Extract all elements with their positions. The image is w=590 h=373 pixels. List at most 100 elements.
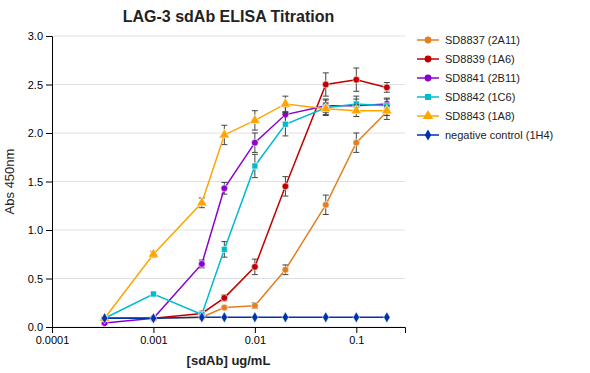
tick-mark [46,36,52,37]
marker [251,263,258,270]
axis-line [46,37,53,328]
marker [251,302,258,309]
y-tick: 2.0 [28,127,52,139]
y-tick: 0.5 [28,273,52,285]
marker [384,312,390,323]
marker [322,81,329,88]
tick-label: 2.5 [28,79,43,91]
error-bar [323,73,329,96]
tick-mark [255,327,256,333]
tick-label: 1.0 [28,224,43,236]
legend: SD8837 (2A11) SD8839 (1A6) SD8841 (2B11) SD… [417,34,553,141]
y-axis: 0.00.51.01.52.02.53.0 [28,30,53,333]
tick-label: 2.0 [28,127,43,139]
tick-label: 0.001 [140,334,168,346]
y-tick: 2.5 [28,79,52,91]
series-line [105,317,387,319]
legend-item: negative control (1H4) [417,129,553,141]
y-tick: 0.0 [28,321,52,333]
series-line [105,80,387,319]
chart: 0.00010.0010.010.10.00.51.01.52.02.53.0L… [0,0,590,373]
marker [221,304,228,311]
grid-line [52,84,405,85]
series-line [105,104,387,323]
legend-item: SD8837 (2A11) [417,34,520,46]
marker [221,295,228,302]
marker [351,105,362,114]
error-bar [384,83,390,93]
legend-label: SD8843 (1A8) [445,110,515,122]
legend-marker [425,75,432,82]
marker [150,291,156,297]
x-tick: 0.1 [349,327,364,346]
series-line [105,104,387,318]
tick-label: 0.0001 [36,334,70,346]
grid-line [52,230,405,231]
marker [101,313,107,324]
marker [383,84,390,91]
legend-marker [425,56,432,63]
x-axis-title: [sdAb] ug/mL [187,353,271,368]
tick-mark [153,327,154,333]
y-tick: 3.0 [28,30,52,42]
series [101,312,390,324]
tick-mark [356,327,357,333]
legend-item: SD8839 (1A6) [417,53,515,65]
marker [251,139,258,146]
tick-mark [46,230,52,231]
series [101,98,390,326]
tick-mark [46,327,52,328]
marker [221,312,227,323]
marker [252,163,258,169]
legend-marker [425,37,432,44]
legend-item: SD8843 (1A8) [417,110,515,122]
tick-mark [46,279,52,280]
legend-label: SD8839 (1A6) [445,53,515,65]
marker [382,105,393,114]
tick-label: 0.1 [349,334,364,346]
grid-line [52,278,405,279]
marker [280,98,291,107]
marker [321,103,332,112]
series [99,96,392,321]
legend-item: SD8841 (2B11) [417,72,520,84]
error-bar [353,133,359,152]
marker [199,312,205,323]
tick-label: 3.0 [28,30,43,42]
marker [353,139,360,146]
marker [353,312,359,323]
data-layer [99,68,392,326]
error-bar [252,303,258,309]
plot-area: 0.00010.0010.010.10.00.51.01.52.02.53.0 [28,30,406,346]
grid [52,36,405,327]
y-axis-title: Abs 450nm [2,149,17,215]
legend-label: SD8837 (2A11) [445,34,520,46]
error-bar [353,68,359,91]
series-line [105,104,387,318]
axis-line [53,328,406,334]
marker [150,313,156,324]
legend-marker [423,110,434,119]
legend-marker [425,94,431,100]
marker [221,185,228,192]
marker [250,114,261,123]
error-bar [252,133,258,152]
x-tick: 0.001 [140,327,168,346]
tick-label: 0.5 [28,273,43,285]
marker [282,183,289,190]
legend-label: SD8842 (1C6) [445,91,515,103]
marker [282,121,288,127]
y-tick: 1.0 [28,224,52,236]
marker [282,312,288,323]
marker [198,261,205,268]
tick-mark [46,85,52,86]
legend-label: SD8841 (2B11) [445,72,520,84]
marker [282,266,289,273]
tick-label: 0.01 [245,334,266,346]
error-bar [199,260,205,268]
tick-label: 0.0 [28,321,43,333]
grid-line [52,36,405,37]
series [102,96,390,321]
legend-marker [425,129,431,140]
marker [219,129,230,138]
